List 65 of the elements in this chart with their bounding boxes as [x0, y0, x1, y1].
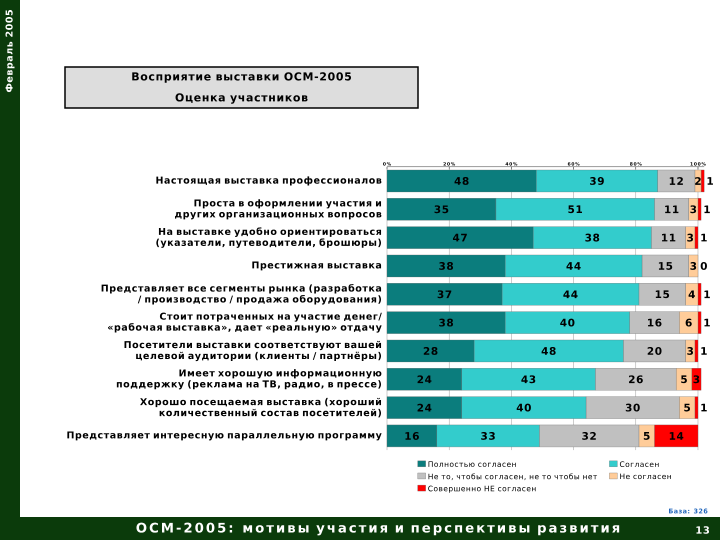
y-tick-label: Настоящая выставка профессионалов	[156, 176, 382, 186]
data-label: 3	[690, 262, 696, 270]
data-label: 5	[684, 404, 690, 412]
data-label: 28	[424, 346, 438, 355]
data-label: 24	[418, 404, 432, 412]
data-label: 24	[418, 375, 432, 384]
y-tick-label: Имеет хорошую информационную поддержку (реклама на ТВ, радио, в прессе)	[116, 369, 382, 390]
text: Февраль 2005	[5, 10, 14, 92]
data-label: 37	[438, 290, 452, 298]
data-label: 14	[670, 432, 684, 440]
data-label: 1	[704, 205, 710, 214]
text: Восприятие выставки ОСМ-2005	[132, 72, 352, 83]
y-tick-label: На выставке удобно ориентироваться (указатели, путеводители, брошюры)	[156, 227, 382, 248]
data-label: 1	[701, 404, 707, 412]
data-label: 44	[563, 290, 578, 298]
data-label: 1	[701, 234, 707, 242]
data-label: 11	[662, 234, 676, 242]
data-label: 30	[626, 404, 640, 412]
data-label: 1	[704, 290, 710, 298]
data-label: 38	[585, 234, 600, 242]
data-label: 15	[656, 290, 670, 298]
data-label: 32	[582, 432, 596, 440]
data-label: 51	[568, 205, 582, 214]
data-label: 3	[694, 375, 700, 384]
data-label: 15	[658, 262, 672, 270]
data-label: 16	[648, 318, 662, 327]
y-tick-label: Посетители выставки соответствуют вашей целевой аудитории (клиенты / партнёры)	[124, 340, 382, 362]
data-label: 48	[454, 177, 469, 185]
y-tick-label: Проста в оформлении участия и других организационных вопросов	[175, 199, 382, 220]
data-label: 1	[704, 318, 710, 326]
data-label: 4	[688, 290, 695, 298]
data-label: 33	[481, 432, 495, 440]
data-label: 48	[542, 346, 556, 355]
data-label: 38	[439, 318, 454, 327]
data-label: 1	[708, 177, 713, 185]
data-label: 6	[686, 318, 692, 327]
data-label: 26	[629, 375, 643, 384]
y-tick-label: Престижная выставка	[252, 262, 382, 270]
data-label: 0	[700, 262, 707, 270]
y-tick-label: Представляет все сегменты рынка (разработка / производство / продажа оборудования)	[102, 284, 382, 305]
data-label: 39	[590, 177, 604, 185]
y-tick-label: Стоит потраченных на участие денег/ «рабочая выставка», дает «реальную» отдачу	[108, 312, 382, 333]
data-label: 43	[521, 375, 536, 384]
data-label: 38	[439, 262, 454, 270]
text: Оценка участников	[176, 93, 308, 104]
data-label: 1	[701, 347, 707, 355]
text: 13	[696, 526, 710, 534]
data-label: 40	[560, 318, 574, 327]
data-label: 5	[644, 432, 650, 440]
data-label: 11	[665, 205, 678, 214]
data-label: 44	[566, 262, 581, 270]
data-label: 3	[690, 205, 696, 214]
data-label: 5	[681, 375, 687, 384]
data-label: 12	[670, 177, 683, 185]
data-label: 3	[687, 234, 694, 242]
text: ОСМ-2005: мотивы участия и перспективы развития	[136, 522, 620, 536]
data-label: 47	[452, 234, 467, 242]
data-label: 3	[687, 346, 694, 355]
y-tick-label: Представляет интересную параллельную программу	[67, 431, 382, 440]
y-tick-label: Хорошо посещаемая выставка (хороший количественный состав посетителей)	[140, 398, 382, 418]
data-label: 20	[648, 346, 662, 355]
data-label: 2	[695, 177, 701, 185]
data-label: 35	[434, 205, 448, 214]
data-label: 40	[516, 404, 531, 412]
data-label: 16	[405, 432, 419, 440]
